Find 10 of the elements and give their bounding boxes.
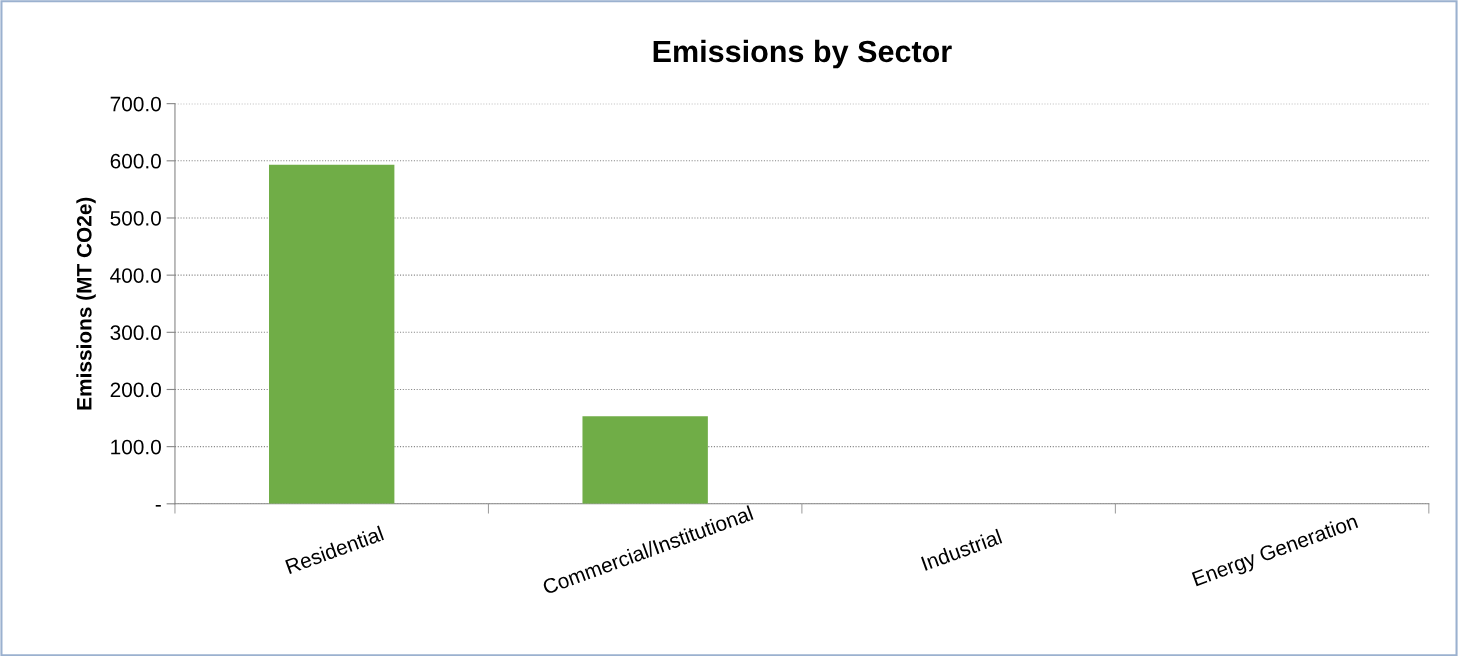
y-tick-label: 700.0 xyxy=(110,96,161,112)
y-tick-label: 500.0 xyxy=(110,210,161,226)
y-axis-title: Emissions (MT CO2e) xyxy=(76,197,96,410)
y-tick-label: 200.0 xyxy=(110,382,161,398)
y-tick-label: - xyxy=(155,505,161,507)
chart-title: Emissions by Sector xyxy=(653,39,952,69)
y-tick-label: 400.0 xyxy=(110,268,161,283)
y-tick-label: 300.0 xyxy=(110,325,161,341)
y-tick-label: 600.0 xyxy=(110,153,161,169)
y-tick-label: 100.0 xyxy=(111,439,161,455)
